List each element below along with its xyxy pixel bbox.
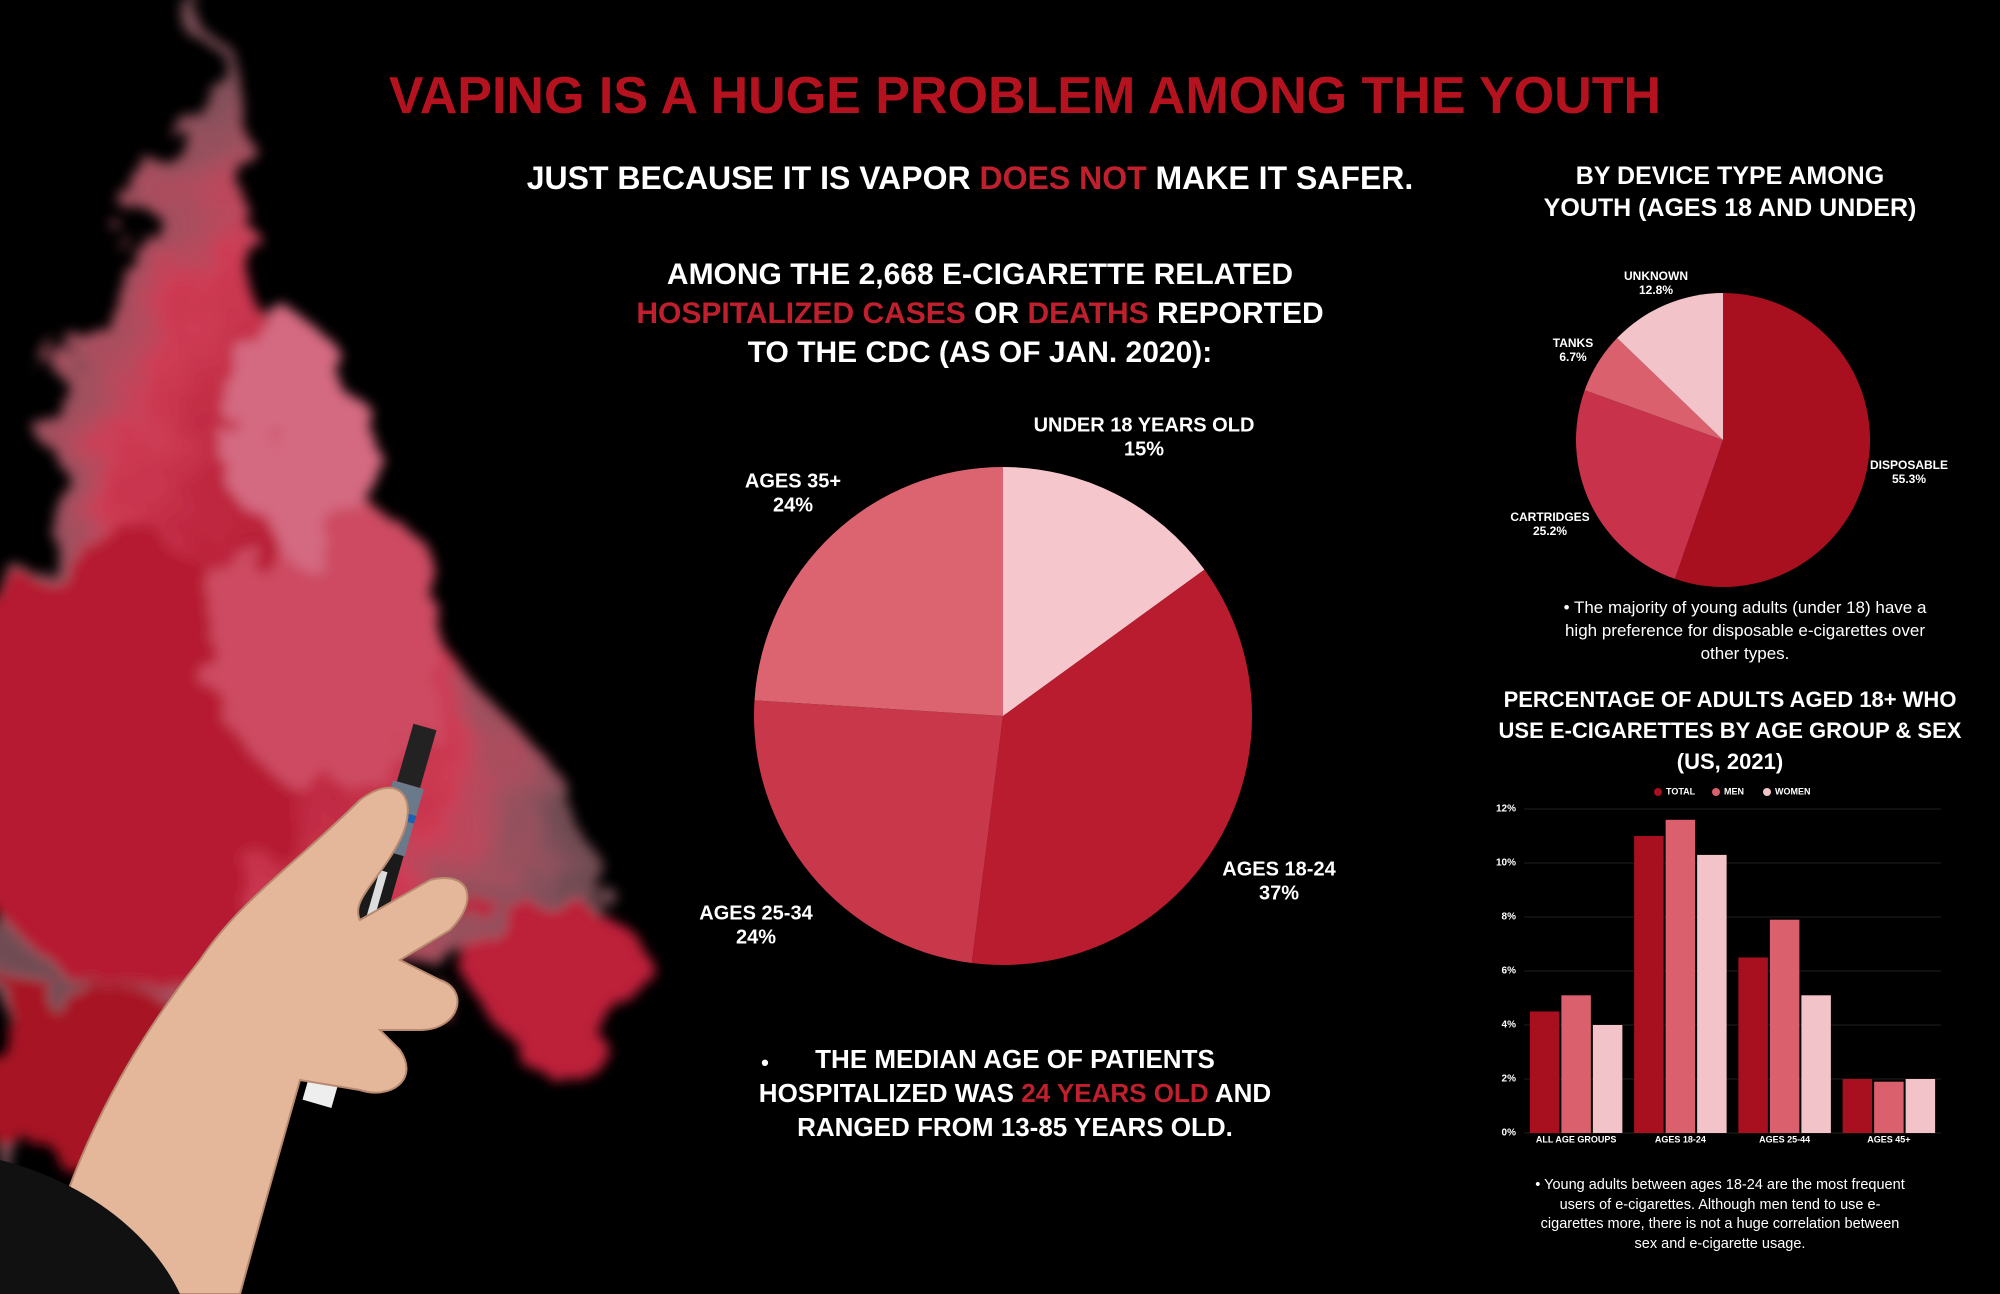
pie-slice — [1674, 293, 1870, 587]
pie-slice — [1584, 338, 1723, 440]
text-line: HOSPITALIZED WAS 24 YEARS OLD AND — [715, 1076, 1315, 1110]
median-note: THE MEDIAN AGE OF PATIENTS HOSPITALIZED W… — [715, 1042, 1315, 1144]
pie-slice — [754, 700, 1003, 964]
y-tick-label: 10% — [1496, 858, 1516, 869]
slice-label: CARTRIDGES — [1510, 510, 1589, 524]
text-part: REPORTED — [1156, 297, 1324, 330]
note-text: Young adults between ages 18-24 are the … — [1540, 1177, 1905, 1252]
hand — [38, 786, 469, 1294]
text-part: JUST BECAUSE IT IS VAPOR — [526, 160, 971, 196]
pie-slice — [1576, 390, 1723, 579]
bar-title: PERCENTAGE OF ADULTS AGED 18+ WHO USE E-… — [1498, 687, 1962, 774]
pie-slice — [754, 467, 1003, 716]
subtitle: JUST BECAUSE IT IS VAPOR DOES NOT MAKE I… — [420, 160, 1520, 197]
text-part: MAKE IT SAFER. — [1155, 160, 1414, 196]
bullet: • — [1535, 1177, 1541, 1193]
slice-label: TANKS — [1553, 336, 1593, 350]
x-tick-label: AGES 25-44 — [1759, 1134, 1810, 1144]
slice-label: AGES 25-34 — [699, 902, 813, 924]
text-part: RANGED FROM 13-85 YEARS OLD. — [797, 1112, 1233, 1142]
bar-note: • Young adults between ages 18-24 are th… — [1530, 1176, 1910, 1254]
bar — [1529, 1011, 1560, 1133]
slice-label: UNKNOWN — [1624, 269, 1688, 283]
y-tick-label: 0% — [1502, 1128, 1517, 1139]
text-part: HOSPITALIZED WAS — [758, 1078, 1014, 1108]
pie-slice — [971, 569, 1252, 966]
page-title: VAPING IS A HUGE PROBLEM AMONG THE YOUTH — [388, 67, 1662, 125]
device-pie-title: BY DEVICE TYPE AMONG YOUTH (AGES 18 AND … — [1543, 162, 1917, 222]
x-tick-label: AGES 18-24 — [1655, 1134, 1706, 1144]
text-part: HOSPITALIZED CASES — [636, 297, 966, 330]
slice-label: DISPOSABLE — [1870, 458, 1948, 472]
text-line: RANGED FROM 13-85 YEARS OLD. — [715, 1110, 1315, 1144]
text-part: THE MEDIAN AGE OF PATIENTS — [815, 1044, 1215, 1074]
slice-value-label: 25.2% — [1533, 524, 1567, 538]
bullet: • — [761, 1050, 769, 1075]
bar — [1842, 1079, 1873, 1133]
bar — [1801, 995, 1831, 1133]
legend-label: WOMEN — [1775, 786, 1811, 796]
slice-label: UNDER 18 YEARS OLD — [1034, 414, 1255, 436]
text-line: THE MEDIAN AGE OF PATIENTS — [715, 1042, 1315, 1076]
legend-label: TOTAL — [1666, 786, 1696, 796]
bar — [1561, 995, 1591, 1133]
bar — [1592, 1025, 1623, 1133]
note-text: The majority of young adults (under 18) … — [1564, 598, 1927, 663]
text-part: DEATHS — [1027, 297, 1149, 330]
pie-slice — [1617, 293, 1723, 440]
pie-title: AMONG THE 2,668 E-CIGARETTE RELATED HOSPI… — [530, 255, 1430, 372]
slice-label: AGES 18-24 — [1222, 858, 1336, 880]
text-part: DOES NOT — [979, 160, 1147, 196]
sleeve — [0, 1160, 180, 1294]
bar — [1905, 1079, 1936, 1133]
pie-slice — [1003, 467, 1205, 716]
x-tick-label: AGES 45+ — [1867, 1134, 1910, 1144]
bar — [1634, 836, 1664, 1133]
bar — [1874, 1081, 1904, 1133]
text-part: TO THE CDC (AS OF JAN. 2020): — [747, 336, 1213, 369]
slice-value-label: 37% — [1259, 882, 1299, 904]
legend-swatch — [1712, 788, 1720, 796]
y-tick-label: 4% — [1502, 1020, 1517, 1031]
y-tick-label: 2% — [1502, 1074, 1517, 1085]
bar — [1769, 919, 1800, 1133]
slice-value-label: 15% — [1124, 438, 1164, 460]
legend-label: MEN — [1724, 786, 1744, 796]
x-tick-label: ALL AGE GROUPS — [1536, 1134, 1617, 1144]
device-note: • The majority of young adults (under 18… — [1555, 596, 1935, 665]
legend-swatch — [1654, 788, 1662, 796]
text-line: TO THE CDC (AS OF JAN. 2020): — [530, 333, 1430, 372]
text-part: OR — [974, 297, 1020, 330]
legend-swatch — [1763, 788, 1771, 796]
y-tick-label: 8% — [1502, 912, 1517, 923]
text-line: AMONG THE 2,668 E-CIGARETTE RELATED — [530, 255, 1430, 294]
bar — [1697, 854, 1727, 1133]
slice-value-label: 24% — [736, 926, 776, 948]
slice-value-label: 6.7% — [1559, 350, 1587, 364]
text-part: AND — [1214, 1078, 1272, 1108]
bullet: • — [1563, 598, 1570, 617]
y-tick-label: 6% — [1502, 966, 1517, 977]
slice-value-label: 12.8% — [1639, 283, 1673, 297]
y-tick-label: 12% — [1496, 804, 1516, 815]
text-part: 24 YEARS OLD — [1021, 1078, 1209, 1108]
slice-label: AGES 35+ — [745, 470, 841, 492]
bar — [1738, 957, 1768, 1133]
text-part: AMONG THE 2,668 E-CIGARETTE RELATED — [666, 258, 1294, 291]
slice-value-label: 55.3% — [1892, 472, 1926, 486]
text-line: HOSPITALIZED CASES OR DEATHS REPORTED — [530, 294, 1430, 333]
slice-value-label: 24% — [773, 494, 813, 516]
bar — [1665, 819, 1696, 1133]
